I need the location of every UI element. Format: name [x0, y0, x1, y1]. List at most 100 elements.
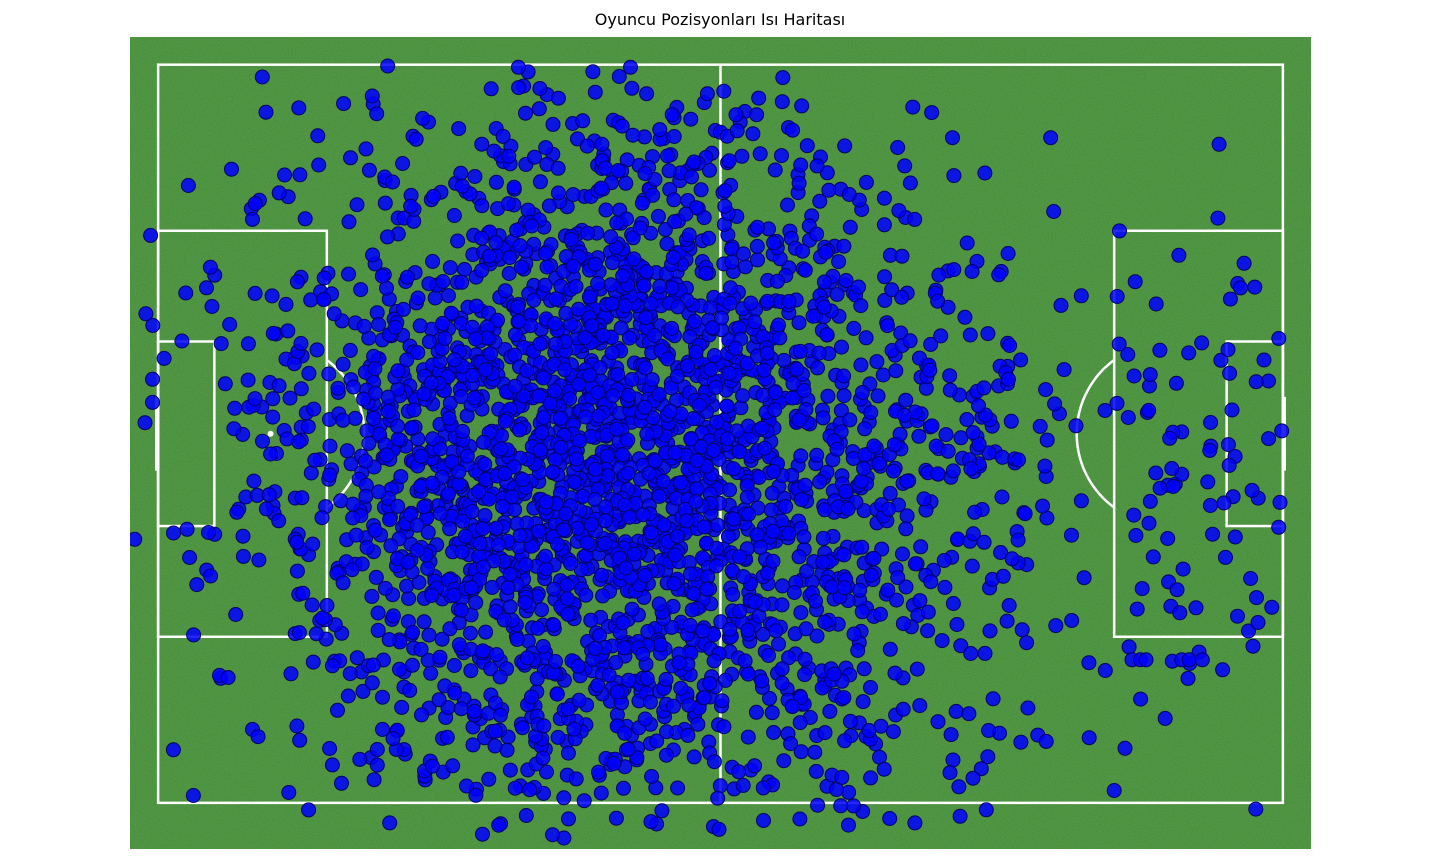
scatter-point	[532, 174, 548, 190]
scatter-point	[340, 688, 356, 704]
scatter-point	[977, 645, 993, 661]
scatter-point	[185, 788, 201, 803]
scatter-point	[666, 698, 681, 714]
scatter-point	[684, 602, 700, 618]
scatter-point	[427, 290, 443, 306]
scatter-point	[877, 292, 893, 308]
scatter-point	[488, 520, 504, 536]
scatter-point	[660, 148, 675, 164]
scatter-point	[483, 81, 499, 97]
scatter-point	[769, 273, 785, 289]
scatter-point	[837, 138, 853, 154]
scatter-point	[639, 426, 655, 442]
scatter-point	[784, 698, 800, 714]
scatter-point	[558, 506, 574, 522]
scatter-point	[1271, 331, 1287, 346]
scatter-point	[795, 243, 811, 259]
scatter-point	[689, 453, 705, 469]
scatter-point	[772, 330, 788, 346]
scatter-point	[1202, 498, 1218, 513]
scatter-point	[696, 519, 712, 535]
scatter-point	[616, 780, 631, 796]
scatter-point	[617, 725, 633, 741]
scatter-point	[595, 588, 611, 604]
scatter-point	[912, 593, 928, 609]
scatter-point	[646, 328, 662, 343]
scatter-point	[751, 469, 767, 485]
scatter-point	[335, 412, 351, 428]
scatter-point	[853, 473, 869, 489]
scatter-point	[346, 379, 361, 395]
scatter-point	[854, 385, 870, 400]
scatter-point	[293, 381, 309, 397]
scatter-point	[446, 208, 462, 223]
scatter-point	[721, 153, 737, 169]
scatter-point	[352, 751, 368, 767]
scatter-point	[477, 508, 493, 523]
scatter-point	[587, 84, 603, 100]
scatter-point	[366, 772, 382, 788]
scatter-point	[885, 724, 901, 740]
scatter-point	[387, 319, 403, 335]
scatter-point	[550, 185, 566, 201]
scatter-point	[745, 126, 761, 142]
scatter-point	[670, 528, 685, 544]
scatter-point	[805, 308, 821, 324]
scatter-point	[509, 631, 525, 647]
scatter-point	[383, 538, 399, 554]
scatter-point	[945, 596, 961, 611]
scatter-point	[909, 661, 925, 677]
scatter-point	[518, 105, 533, 121]
scatter-point	[1243, 571, 1259, 586]
scatter-point	[1017, 506, 1033, 522]
scatter-point	[755, 387, 771, 403]
scatter-point	[1109, 395, 1125, 411]
scatter-point	[553, 410, 568, 426]
scatter-point	[587, 640, 603, 656]
scatter-point	[497, 466, 513, 482]
scatter-point	[532, 336, 548, 352]
scatter-point	[976, 380, 992, 396]
scatter-point	[590, 677, 606, 693]
scatter-point	[603, 277, 619, 293]
scatter-point	[682, 329, 698, 345]
scatter-point	[517, 595, 533, 610]
scatter-point	[819, 327, 835, 343]
scatter-point	[1003, 413, 1019, 429]
scatter-point	[583, 517, 599, 532]
scatter-point	[680, 727, 696, 743]
scatter-point	[425, 431, 441, 447]
scatter-point	[1233, 280, 1248, 296]
scatter-point	[683, 111, 699, 127]
scatter-point	[408, 131, 424, 147]
scatter-point	[822, 703, 838, 719]
scatter-point	[724, 254, 740, 270]
scatter-point	[667, 214, 682, 230]
scatter-point	[678, 206, 694, 222]
scatter-point	[930, 466, 946, 482]
scatter-point	[547, 336, 563, 352]
scatter-point	[548, 291, 564, 307]
scatter-point	[1043, 130, 1059, 146]
scatter-point	[959, 412, 975, 427]
scatter-point	[1248, 374, 1264, 390]
scatter-point	[474, 263, 490, 278]
scatter-point	[549, 686, 565, 702]
scatter-point	[791, 549, 807, 565]
scatter-point	[385, 731, 401, 746]
scatter-point	[732, 549, 748, 565]
scatter-point	[905, 99, 921, 115]
scatter-point	[566, 721, 582, 737]
scatter-point	[1169, 582, 1185, 598]
scatter-point	[535, 750, 551, 766]
scatter-point	[699, 581, 715, 597]
scatter-point	[524, 689, 539, 705]
scatter-point	[967, 504, 983, 520]
scatter-point	[980, 326, 996, 342]
scatter-point	[569, 451, 584, 467]
scatter-point	[457, 528, 473, 544]
scatter-point	[855, 694, 871, 710]
scatter-point	[658, 747, 674, 763]
scatter-point	[201, 525, 216, 540]
scatter-point	[501, 148, 517, 164]
